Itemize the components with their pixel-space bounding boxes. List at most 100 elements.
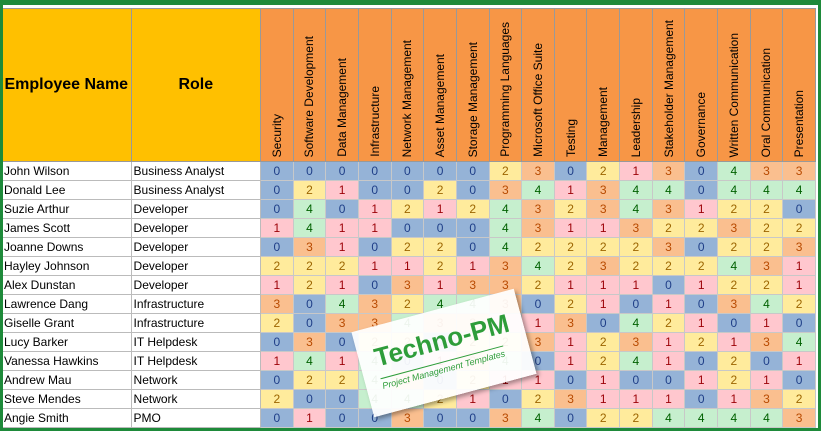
- score-cell[interactable]: 2: [423, 180, 457, 200]
- score-cell[interactable]: 0: [357, 275, 392, 295]
- score-cell[interactable]: 1: [292, 408, 327, 428]
- score-cell[interactable]: 4: [521, 408, 555, 428]
- score-cell[interactable]: 2: [553, 199, 588, 219]
- score-cell[interactable]: 4: [716, 180, 751, 200]
- score-cell[interactable]: 1: [586, 275, 621, 295]
- score-cell[interactable]: 2: [260, 313, 294, 333]
- score-cell[interactable]: 1: [423, 275, 457, 295]
- role-cell[interactable]: Developer: [130, 218, 262, 238]
- score-cell[interactable]: 0: [684, 389, 718, 409]
- score-cell[interactable]: 3: [260, 294, 294, 314]
- score-cell[interactable]: 0: [292, 161, 327, 181]
- skill-header[interactable]: Storage Management: [455, 8, 490, 162]
- score-cell[interactable]: 3: [716, 294, 751, 314]
- score-cell[interactable]: 1: [521, 313, 555, 333]
- score-cell[interactable]: 2: [684, 256, 718, 276]
- score-cell[interactable]: 0: [260, 180, 294, 200]
- score-cell[interactable]: 2: [684, 332, 718, 352]
- score-cell[interactable]: 0: [782, 313, 816, 333]
- score-cell[interactable]: 2: [292, 275, 327, 295]
- score-cell[interactable]: 4: [684, 408, 718, 428]
- score-cell[interactable]: 3: [716, 218, 751, 238]
- score-cell[interactable]: 0: [716, 313, 751, 333]
- score-cell[interactable]: 1: [553, 332, 588, 352]
- employee-name-cell[interactable]: Andrew Mau: [3, 370, 132, 390]
- role-cell[interactable]: Business Analyst: [130, 161, 262, 181]
- role-cell[interactable]: Business Analyst: [130, 180, 262, 200]
- score-cell[interactable]: 1: [325, 180, 359, 200]
- score-cell[interactable]: 4: [716, 256, 751, 276]
- employee-name-cell[interactable]: Joanne Downs: [3, 237, 132, 257]
- score-cell[interactable]: 1: [586, 218, 621, 238]
- score-cell[interactable]: 4: [521, 180, 555, 200]
- score-cell[interactable]: 3: [325, 313, 359, 333]
- score-cell[interactable]: 3: [749, 389, 784, 409]
- score-cell[interactable]: 1: [325, 275, 359, 295]
- score-cell[interactable]: 3: [553, 389, 588, 409]
- employee-name-cell[interactable]: Alex Dunstan: [3, 275, 132, 295]
- skill-header[interactable]: Network Management: [390, 8, 425, 162]
- score-cell[interactable]: 1: [455, 256, 490, 276]
- score-cell[interactable]: 0: [260, 237, 294, 257]
- score-cell[interactable]: 3: [651, 199, 686, 219]
- score-cell[interactable]: 4: [716, 161, 751, 181]
- score-cell[interactable]: 0: [423, 218, 457, 238]
- score-cell[interactable]: 2: [716, 237, 751, 257]
- score-cell[interactable]: 4: [619, 313, 653, 333]
- employee-name-cell[interactable]: Giselle Grant: [3, 313, 132, 333]
- score-cell[interactable]: 4: [521, 256, 555, 276]
- score-cell[interactable]: 2: [586, 351, 621, 371]
- skill-header[interactable]: Infrastructure: [357, 8, 392, 162]
- score-cell[interactable]: 2: [684, 218, 718, 238]
- score-cell[interactable]: 1: [586, 389, 621, 409]
- skill-header[interactable]: Programming Languages: [488, 8, 523, 162]
- score-cell[interactable]: 2: [488, 161, 523, 181]
- score-cell[interactable]: 0: [749, 351, 784, 371]
- score-cell[interactable]: 0: [390, 180, 425, 200]
- score-cell[interactable]: 0: [260, 161, 294, 181]
- score-cell[interactable]: 0: [684, 237, 718, 257]
- score-cell[interactable]: 1: [260, 275, 294, 295]
- score-cell[interactable]: 2: [455, 199, 490, 219]
- score-cell[interactable]: 1: [553, 275, 588, 295]
- score-cell[interactable]: 0: [325, 199, 359, 219]
- score-cell[interactable]: 3: [488, 180, 523, 200]
- score-cell[interactable]: 0: [292, 389, 327, 409]
- score-cell[interactable]: 2: [292, 256, 327, 276]
- score-cell[interactable]: 0: [586, 313, 621, 333]
- score-cell[interactable]: 0: [684, 180, 718, 200]
- score-cell[interactable]: 3: [749, 256, 784, 276]
- score-cell[interactable]: 3: [586, 256, 621, 276]
- score-cell[interactable]: 0: [455, 218, 490, 238]
- employee-name-cell[interactable]: Lawrence Dang: [3, 294, 132, 314]
- employee-name-cell[interactable]: Suzie Arthur: [3, 199, 132, 219]
- score-cell[interactable]: 1: [782, 351, 816, 371]
- score-cell[interactable]: 0: [455, 408, 490, 428]
- score-cell[interactable]: 1: [586, 294, 621, 314]
- score-cell[interactable]: 4: [292, 199, 327, 219]
- score-cell[interactable]: 1: [553, 180, 588, 200]
- score-cell[interactable]: 1: [553, 351, 588, 371]
- score-cell[interactable]: 3: [651, 237, 686, 257]
- employee-name-cell[interactable]: Hayley Johnson: [3, 256, 132, 276]
- role-cell[interactable]: Network: [130, 370, 262, 390]
- score-cell[interactable]: 2: [749, 218, 784, 238]
- score-cell[interactable]: 3: [455, 275, 490, 295]
- score-cell[interactable]: 2: [586, 408, 621, 428]
- score-cell[interactable]: 1: [553, 218, 588, 238]
- score-cell[interactable]: 3: [782, 237, 816, 257]
- score-cell[interactable]: 2: [749, 199, 784, 219]
- score-cell[interactable]: 2: [521, 389, 555, 409]
- score-cell[interactable]: 1: [390, 256, 425, 276]
- score-cell[interactable]: 4: [292, 351, 327, 371]
- score-cell[interactable]: 1: [423, 199, 457, 219]
- score-cell[interactable]: 3: [586, 180, 621, 200]
- employee-name-cell[interactable]: Angie Smith: [3, 408, 132, 428]
- score-cell[interactable]: 4: [488, 237, 523, 257]
- score-cell[interactable]: 3: [488, 256, 523, 276]
- score-cell[interactable]: 2: [586, 332, 621, 352]
- score-cell[interactable]: 2: [260, 389, 294, 409]
- skill-header[interactable]: Stakeholder Management: [651, 8, 686, 162]
- score-cell[interactable]: 0: [782, 199, 816, 219]
- score-cell[interactable]: 2: [325, 256, 359, 276]
